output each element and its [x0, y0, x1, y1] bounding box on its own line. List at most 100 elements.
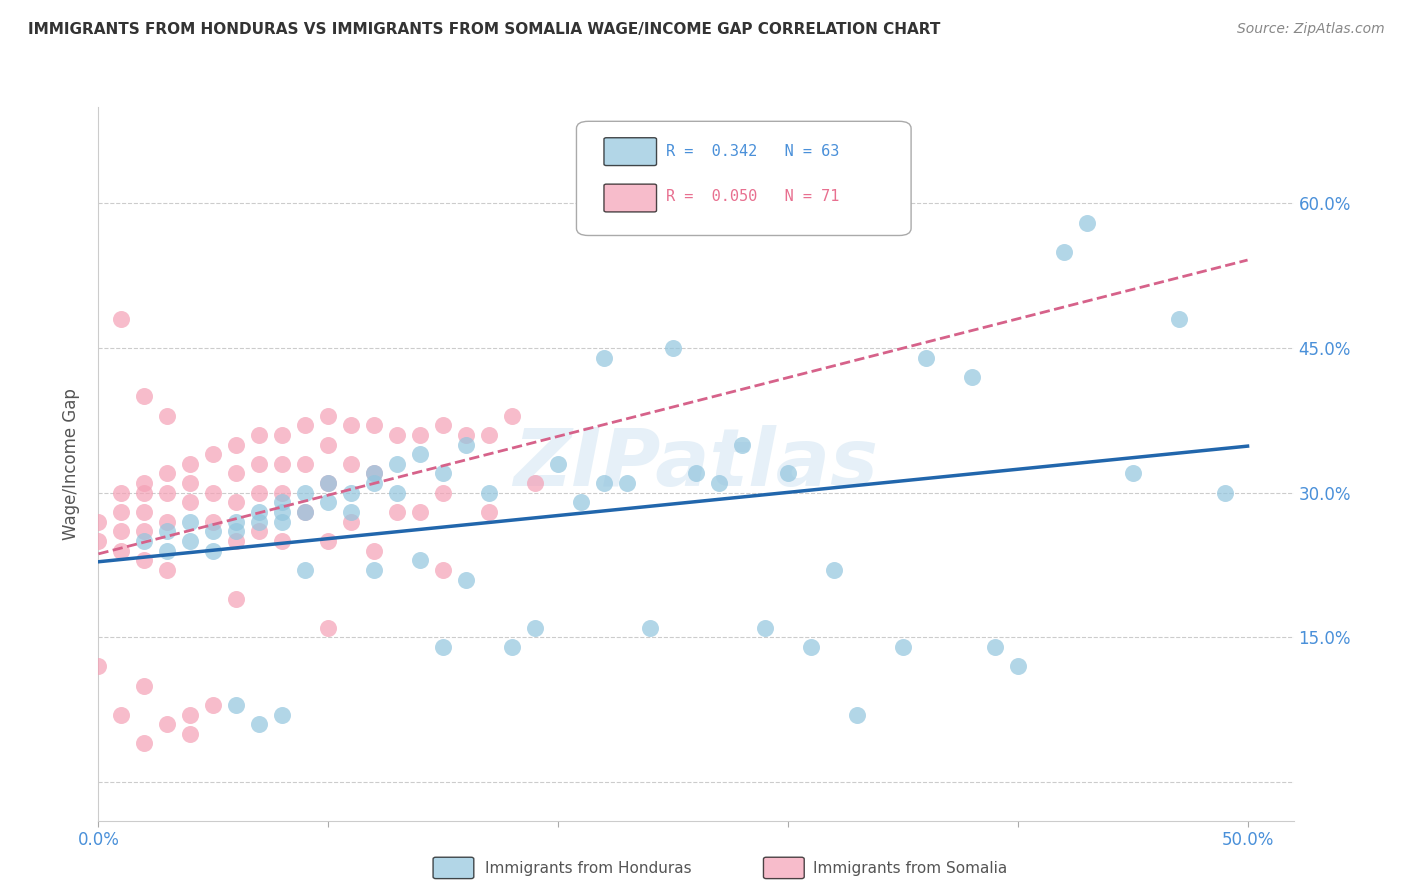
Point [432, 563, 454, 577]
Point [179, 476, 201, 491]
Point [110, 707, 132, 722]
Point [340, 505, 363, 519]
FancyBboxPatch shape [605, 137, 657, 166]
Point [87, 533, 110, 548]
Point [432, 640, 454, 654]
Point [225, 698, 247, 712]
Point [800, 640, 823, 654]
Point [202, 485, 225, 500]
Point [409, 505, 432, 519]
Point [156, 467, 179, 481]
Point [524, 476, 547, 491]
Point [156, 485, 179, 500]
Point [456, 428, 478, 442]
Point [225, 524, 247, 539]
Point [179, 515, 201, 529]
Point [1076, 216, 1098, 230]
Point [478, 505, 501, 519]
Point [845, 707, 868, 722]
Point [363, 467, 385, 481]
Point [638, 621, 661, 635]
Point [271, 485, 294, 500]
Point [134, 737, 156, 751]
Point [385, 485, 409, 500]
Point [340, 418, 363, 433]
Point [134, 524, 156, 539]
Point [316, 409, 339, 423]
Point [156, 563, 179, 577]
Point [202, 543, 225, 558]
Point [385, 505, 409, 519]
Point [225, 467, 247, 481]
Point [179, 457, 201, 471]
Y-axis label: Wage/Income Gap: Wage/Income Gap [62, 388, 80, 540]
Point [409, 428, 432, 442]
Point [501, 640, 523, 654]
Text: R =  0.342   N = 63: R = 0.342 N = 63 [666, 145, 839, 160]
Point [432, 485, 454, 500]
Point [409, 447, 432, 461]
Point [547, 457, 569, 471]
Point [432, 467, 454, 481]
Point [294, 505, 316, 519]
Point [363, 543, 385, 558]
Point [316, 495, 339, 509]
Point [134, 476, 156, 491]
Point [456, 437, 478, 451]
Point [1053, 244, 1076, 259]
Point [271, 495, 294, 509]
Point [271, 533, 294, 548]
Point [134, 533, 156, 548]
Point [179, 727, 201, 741]
FancyBboxPatch shape [763, 857, 804, 879]
Text: Source: ZipAtlas.com: Source: ZipAtlas.com [1237, 22, 1385, 37]
Point [662, 341, 685, 355]
Point [316, 437, 339, 451]
Point [891, 640, 914, 654]
Point [316, 621, 339, 635]
Point [156, 717, 179, 731]
Point [202, 447, 225, 461]
Point [316, 533, 339, 548]
Point [409, 553, 432, 567]
Point [110, 524, 132, 539]
Text: R =  0.050   N = 71: R = 0.050 N = 71 [666, 189, 839, 203]
Point [156, 409, 179, 423]
Point [247, 485, 270, 500]
Point [225, 495, 247, 509]
Point [247, 505, 270, 519]
FancyBboxPatch shape [605, 184, 657, 212]
Point [754, 621, 776, 635]
Point [524, 621, 547, 635]
Text: Immigrants from Honduras: Immigrants from Honduras [485, 862, 692, 876]
Text: Immigrants from Somalia: Immigrants from Somalia [813, 862, 1007, 876]
Point [156, 515, 179, 529]
Point [294, 563, 316, 577]
Point [294, 418, 316, 433]
Point [179, 707, 201, 722]
Point [316, 476, 339, 491]
Text: ZIPatlas: ZIPatlas [513, 425, 879, 503]
Point [202, 515, 225, 529]
Point [110, 505, 132, 519]
Point [707, 476, 730, 491]
Point [363, 476, 385, 491]
Point [271, 505, 294, 519]
Point [340, 457, 363, 471]
Point [593, 351, 616, 365]
Point [456, 573, 478, 587]
Point [247, 428, 270, 442]
Point [1122, 467, 1144, 481]
Point [363, 467, 385, 481]
Point [156, 524, 179, 539]
Point [478, 485, 501, 500]
Point [731, 437, 754, 451]
Point [385, 457, 409, 471]
Point [984, 640, 1007, 654]
Point [225, 533, 247, 548]
Point [271, 428, 294, 442]
Point [1167, 312, 1189, 326]
Point [501, 409, 523, 423]
Point [385, 428, 409, 442]
Point [316, 476, 339, 491]
